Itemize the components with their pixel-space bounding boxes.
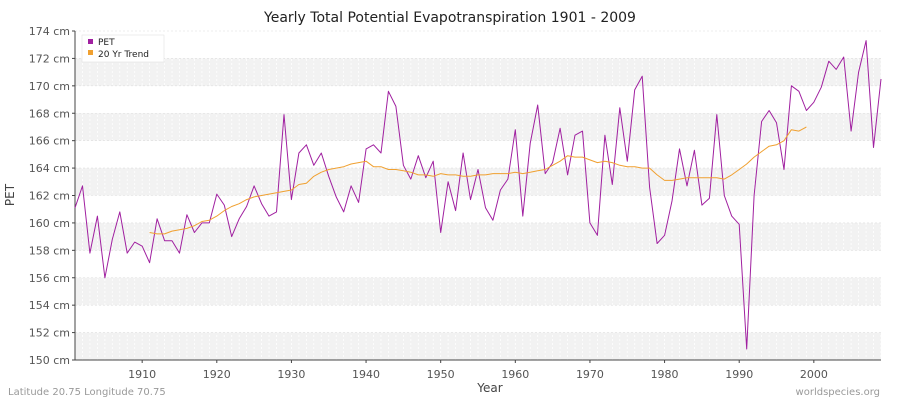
legend: PET 20 Yr Trend	[81, 34, 165, 63]
x-tick-label: 1970	[576, 368, 604, 381]
x-tick-label: 1980	[651, 368, 679, 381]
chart-title: Yearly Total Potential Evapotranspiratio…	[263, 10, 636, 26]
x-tick-labels: 1910 1920 1930 1940 1950 1960 1970 1980 1990 2000	[128, 368, 828, 381]
legend-box	[81, 34, 165, 63]
x-axis-label: Year	[476, 381, 502, 395]
y-tick-label: 160 cm	[29, 217, 70, 230]
axes	[72, 30, 881, 363]
y-tick-label: 164 cm	[29, 162, 70, 175]
x-tick-label: 1940	[352, 368, 380, 381]
x-tick-label: 1960	[501, 368, 529, 381]
y-tick-label: 156 cm	[29, 272, 70, 285]
y-tick-label: 174 cm	[29, 25, 70, 38]
y-tick-label: 162 cm	[29, 190, 70, 203]
x-tick-label: 1920	[203, 368, 231, 381]
y-tick-label: 154 cm	[29, 299, 70, 312]
legend-label-trend: 20 Yr Trend	[98, 50, 149, 60]
y-tick-label: 158 cm	[29, 244, 70, 257]
y-tick-label: 170 cm	[29, 80, 70, 93]
x-tick-label: 1930	[277, 368, 305, 381]
legend-swatch-pet	[88, 39, 93, 44]
footer-source: worldspecies.org	[796, 387, 880, 398]
legend-label-pet: PET	[98, 38, 115, 48]
y-tick-label: 166 cm	[29, 135, 70, 148]
x-tick-label: 1950	[427, 368, 455, 381]
series-line-20-yr-trend	[149, 126, 807, 235]
legend-swatch-trend	[88, 50, 93, 55]
y-tick-label: 150 cm	[29, 354, 70, 367]
y-tick-label: 152 cm	[29, 327, 70, 340]
y-tick-label: 168 cm	[29, 107, 70, 120]
y-tick-label: 172 cm	[29, 52, 70, 65]
x-tick-label: 1990	[725, 368, 753, 381]
x-tick-label: 1910	[128, 368, 156, 381]
footer-location: Latitude 20.75 Longitude 70.75	[8, 387, 166, 398]
y-axis-label: PET	[3, 183, 17, 206]
x-tick-label: 2000	[800, 368, 828, 381]
grid-lines	[74, 30, 882, 361]
series-line-pet	[74, 40, 882, 350]
y-tick-labels: 150 cm 152 cm 154 cm 156 cm 158 cm 160 cm 162 …	[29, 25, 70, 367]
series-layer	[74, 40, 882, 350]
